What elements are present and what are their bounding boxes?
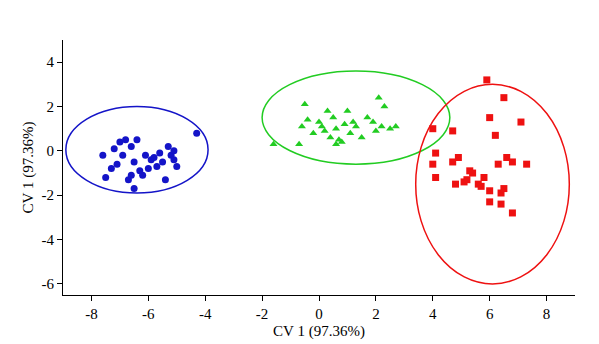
svg-text:8: 8 bbox=[543, 306, 551, 322]
svg-text:-4: -4 bbox=[199, 306, 212, 322]
svg-text:CV 1 (97.36%): CV 1 (97.36%) bbox=[273, 323, 365, 340]
svg-text:4: 4 bbox=[429, 306, 437, 322]
svg-text:4: 4 bbox=[47, 54, 55, 70]
svg-text:0: 0 bbox=[47, 143, 55, 159]
svg-text:0: 0 bbox=[315, 306, 323, 322]
svg-text:2: 2 bbox=[372, 306, 380, 322]
svg-text:-2: -2 bbox=[42, 187, 55, 203]
svg-text:-8: -8 bbox=[85, 306, 98, 322]
svg-text:CV 1 (97.36%): CV 1 (97.36%) bbox=[20, 122, 37, 214]
svg-text:-6: -6 bbox=[42, 276, 55, 292]
svg-text:-2: -2 bbox=[256, 306, 269, 322]
svg-text:6: 6 bbox=[486, 306, 494, 322]
svg-text:2: 2 bbox=[47, 99, 55, 115]
svg-text:-6: -6 bbox=[142, 306, 155, 322]
svg-text:-4: -4 bbox=[42, 232, 55, 248]
